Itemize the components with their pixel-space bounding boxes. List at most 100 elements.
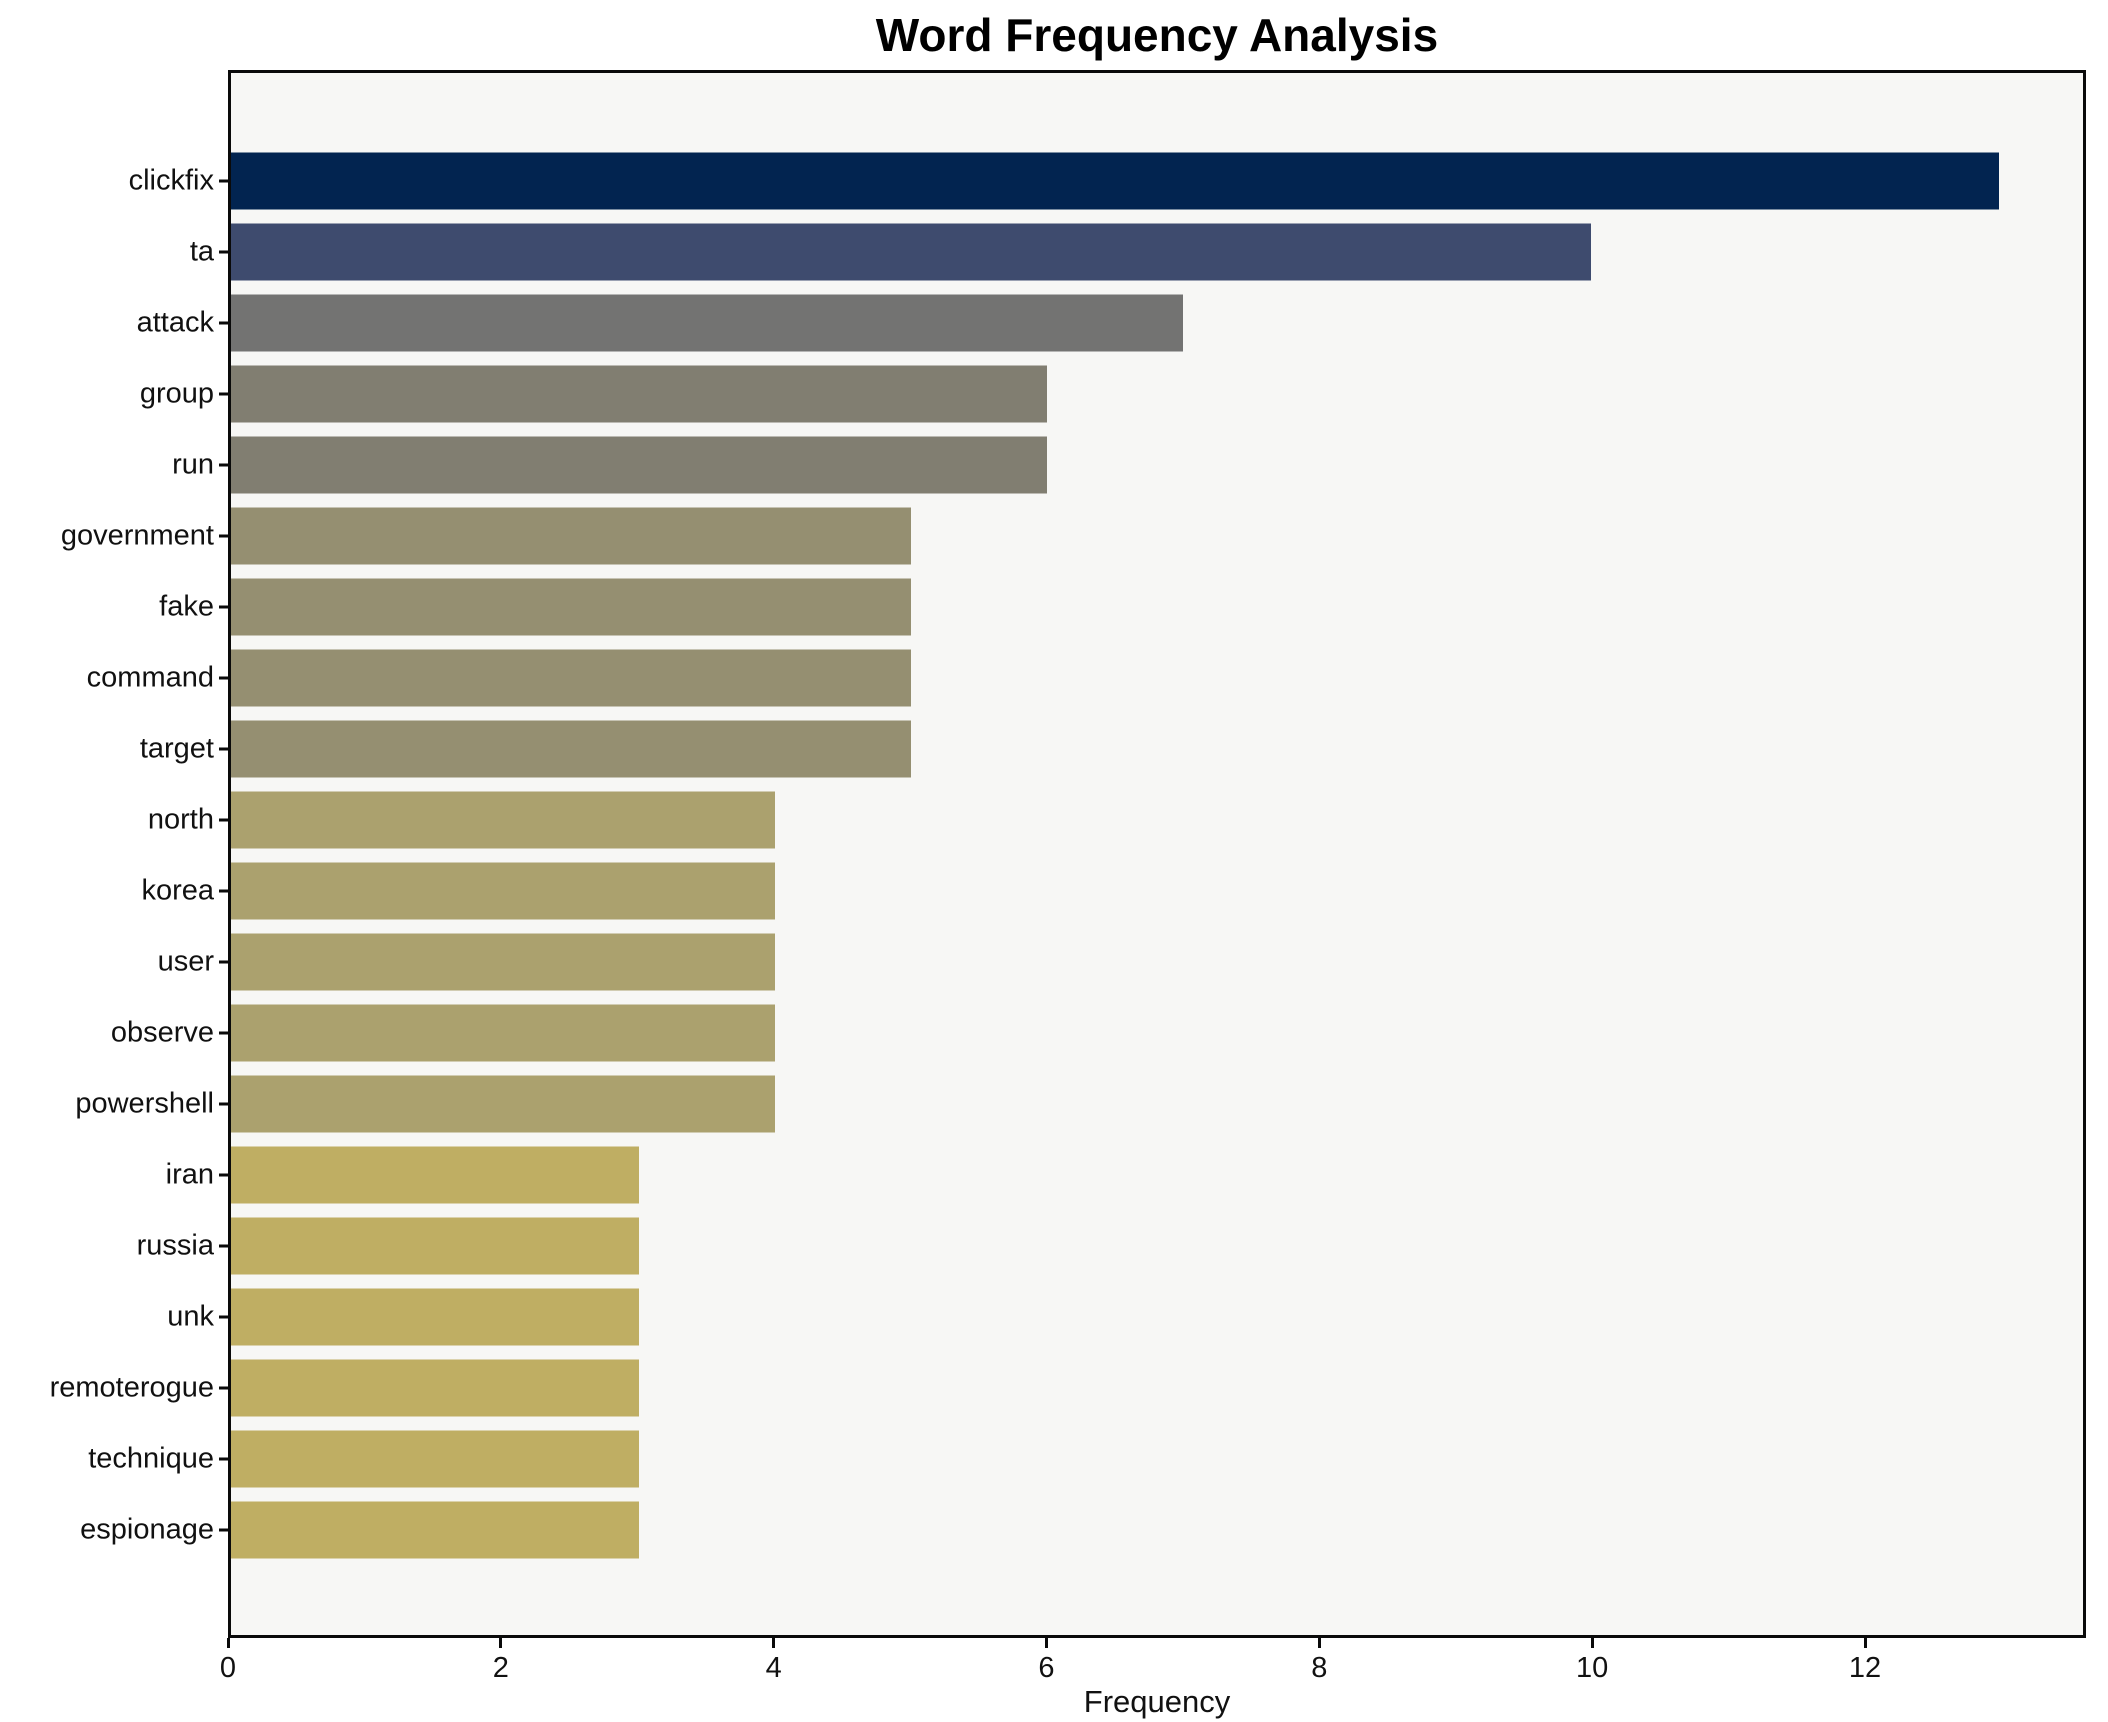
- x-tick-mark: [1863, 1638, 1867, 1648]
- y-tick-mark: [219, 250, 228, 253]
- y-tick-mark: [219, 1173, 228, 1176]
- y-axis-label-ta: ta: [189, 235, 214, 267]
- bar-ta: [231, 223, 1591, 280]
- bar-unk: [231, 1288, 639, 1345]
- x-tick-label: 12: [1848, 1652, 1882, 1684]
- x-axis: 0 2 4 6 8 10 12: [220, 1638, 2086, 1722]
- y-axis-label-remoterogue: remoterogue: [49, 1371, 214, 1403]
- x-tick-mark: [1317, 1638, 1321, 1648]
- bar-row-technique: technique: [88, 1423, 2083, 1494]
- y-tick-mark: [219, 321, 228, 324]
- bar-command: [231, 649, 911, 706]
- bar-remoterogue: [231, 1359, 639, 1416]
- y-tick-mark: [219, 1457, 228, 1460]
- y-tick-mark: [219, 179, 228, 182]
- bar-row-attack: attack: [137, 287, 2083, 358]
- bar-row-powershell: powershell: [75, 1068, 2083, 1139]
- x-tick-label: 0: [219, 1652, 237, 1684]
- y-tick-mark: [219, 1315, 228, 1318]
- x-tick-mark: [226, 1638, 230, 1648]
- bar-iran: [231, 1146, 639, 1203]
- y-axis-label-target: target: [139, 732, 214, 764]
- bar-user: [231, 933, 775, 990]
- x-tick-label: 2: [492, 1652, 509, 1684]
- bar-row-ta: ta: [190, 216, 2083, 287]
- bar-clickfix: [231, 152, 1999, 209]
- bar-row-user: user: [158, 926, 2083, 997]
- y-axis-label-iran: iran: [165, 1158, 214, 1190]
- y-tick-mark: [219, 747, 228, 750]
- y-tick-mark: [219, 1528, 228, 1531]
- y-axis-label-russia: russia: [136, 1229, 214, 1261]
- y-axis-label-clickfix: clickfix: [128, 164, 214, 196]
- bar-row-target: target: [140, 713, 2083, 784]
- bar-attack: [231, 294, 1183, 351]
- y-tick-mark: [219, 1031, 228, 1034]
- bar-row-run: run: [172, 429, 2083, 500]
- y-axis-label-group: group: [139, 377, 214, 409]
- bar-espionage: [231, 1501, 639, 1558]
- bar-powershell: [231, 1075, 775, 1132]
- x-tick-mark: [1590, 1638, 1594, 1648]
- bar-target: [231, 720, 911, 777]
- bar-fake: [231, 578, 911, 635]
- x-tick-mark: [1045, 1638, 1048, 1648]
- y-tick-mark: [219, 1386, 228, 1389]
- y-tick-mark: [219, 889, 228, 892]
- bar-government: [231, 507, 911, 564]
- bar-rows: clickfix ta attack group run government fake co…: [50, 73, 2083, 1635]
- bar-row-command: command: [87, 642, 2083, 713]
- y-axis-label-user: user: [157, 945, 214, 977]
- bar-row-clickfix: clickfix: [129, 145, 2083, 216]
- y-axis-label-attack: attack: [136, 306, 214, 338]
- bar-row-russia: russia: [137, 1210, 2083, 1281]
- y-axis-label-command: command: [86, 661, 214, 693]
- bar-row-fake: fake: [159, 571, 2083, 642]
- y-tick-mark: [219, 463, 228, 466]
- y-axis-label-run: run: [172, 448, 214, 480]
- y-axis-label-north: north: [147, 803, 214, 835]
- bar-technique: [231, 1430, 639, 1487]
- y-axis-label-unk: unk: [167, 1300, 214, 1332]
- x-tick-label: 6: [1038, 1652, 1055, 1684]
- y-tick-mark: [219, 1102, 228, 1105]
- bar-row-unk: unk: [167, 1281, 2083, 1352]
- y-axis-label-espionage: espionage: [80, 1513, 214, 1545]
- x-axis-title: Frequency: [1083, 1684, 1231, 1719]
- y-tick-mark: [219, 818, 228, 821]
- bar-row-group: group: [140, 358, 2083, 429]
- bar-north: [231, 791, 775, 848]
- bar-row-observe: observe: [111, 997, 2083, 1068]
- y-axis-label-government: government: [60, 519, 214, 551]
- bar-row-remoterogue: remoterogue: [50, 1352, 2083, 1423]
- y-tick-mark: [219, 1244, 228, 1247]
- y-tick-mark: [219, 534, 228, 537]
- y-tick-mark: [219, 605, 228, 608]
- plot-area: clickfix ta attack group run government fake co…: [50, 70, 2086, 1638]
- bar-row-korea: korea: [141, 855, 2083, 926]
- bar-observe: [231, 1004, 775, 1061]
- bar-korea: [231, 862, 775, 919]
- x-tick-label: 8: [1311, 1652, 1328, 1684]
- x-tick-mark: [499, 1638, 503, 1648]
- y-axis-label-powershell: powershell: [75, 1087, 214, 1119]
- y-tick-mark: [219, 392, 228, 395]
- bar-group: [231, 365, 1047, 422]
- x-tick-mark: [772, 1638, 776, 1648]
- bar-run: [231, 436, 1047, 493]
- bar-row-north: north: [148, 784, 2083, 855]
- chart-title: Word Frequency Analysis: [875, 9, 1439, 61]
- x-tick-label: 10: [1576, 1652, 1609, 1684]
- bar-row-espionage: espionage: [80, 1494, 2083, 1565]
- y-axis-label-technique: technique: [88, 1442, 214, 1474]
- y-axis-label-korea: korea: [141, 874, 214, 906]
- bar-row-government: government: [61, 500, 2083, 571]
- y-tick-mark: [219, 960, 228, 963]
- x-tick-label: 4: [765, 1652, 782, 1684]
- y-axis-label-fake: fake: [159, 590, 214, 622]
- bar-row-iran: iran: [166, 1139, 2083, 1210]
- y-axis-label-observe: observe: [110, 1016, 214, 1048]
- y-tick-mark: [219, 676, 228, 679]
- bar-russia: [231, 1217, 639, 1274]
